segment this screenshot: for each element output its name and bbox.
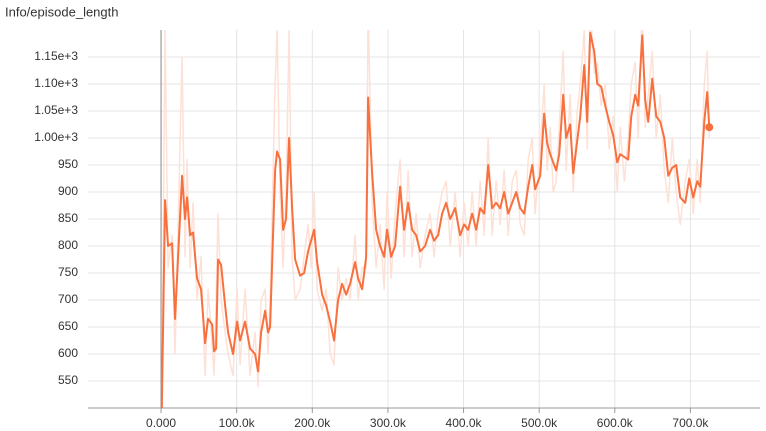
x-tick-label: 400.0k xyxy=(446,416,483,430)
x-tick-label: 100.0k xyxy=(219,416,256,430)
y-tick-label: 950 xyxy=(58,157,78,171)
y-tick-label: 1.00e+3 xyxy=(34,130,78,144)
x-tick-label: 600.0k xyxy=(597,416,634,430)
smoothed-line xyxy=(160,31,711,408)
y-tick-label: 600 xyxy=(58,346,78,360)
x-tick-label: 700.0k xyxy=(672,416,709,430)
y-tick-label: 650 xyxy=(58,319,78,333)
plot-area xyxy=(160,30,711,408)
y-tick-label: 1.05e+3 xyxy=(34,103,78,117)
y-tick-label: 700 xyxy=(58,292,78,306)
y-tick-label: 850 xyxy=(58,211,78,225)
raw-line xyxy=(161,30,711,408)
y-tick-label: 800 xyxy=(58,238,78,252)
chart-title: Info/episode_length xyxy=(5,4,118,19)
y-tick-label: 1.15e+3 xyxy=(34,49,78,63)
y-tick-label: 550 xyxy=(58,373,78,387)
x-tick-label: 500.0k xyxy=(521,416,558,430)
y-tick-label: 900 xyxy=(58,184,78,198)
x-tick-label: 200.0k xyxy=(294,416,331,430)
y-tick-label: 750 xyxy=(58,265,78,279)
x-tick-label: 0.000 xyxy=(146,416,176,430)
y-tick-label: 1.10e+3 xyxy=(34,76,78,90)
end-point xyxy=(705,123,714,132)
x-tick-label: 300.0k xyxy=(370,416,407,430)
